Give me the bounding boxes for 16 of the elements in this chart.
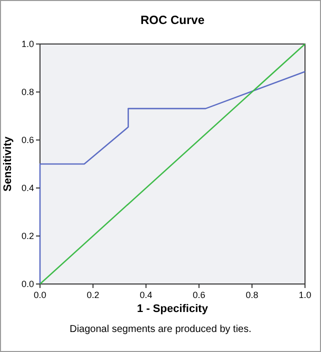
x-tick-label: 0.6 bbox=[192, 290, 206, 300]
x-tick-label: 0.0 bbox=[34, 290, 46, 300]
y-tick-label: 0.2 bbox=[21, 231, 34, 241]
x-tick-label: 1.0 bbox=[298, 290, 312, 300]
x-axis-title: 1 - Specificity bbox=[137, 303, 209, 315]
y-tick-label: 0.4 bbox=[21, 183, 34, 193]
y-tick-label: 0.6 bbox=[21, 135, 34, 145]
x-tick-label: 0.8 bbox=[246, 290, 258, 300]
y-tick-label: 1.0 bbox=[21, 39, 34, 49]
chart-title: ROC Curve bbox=[140, 13, 205, 27]
x-tick-label: 0.2 bbox=[86, 290, 100, 300]
x-tick-label: 0.4 bbox=[140, 290, 152, 300]
y-tick-label: 0.0 bbox=[21, 279, 34, 289]
y-axis-title: Sensitivity bbox=[2, 136, 14, 192]
y-tick-label: 0.8 bbox=[21, 87, 34, 97]
text: Diagonal segments are produced by ties. bbox=[70, 324, 252, 335]
